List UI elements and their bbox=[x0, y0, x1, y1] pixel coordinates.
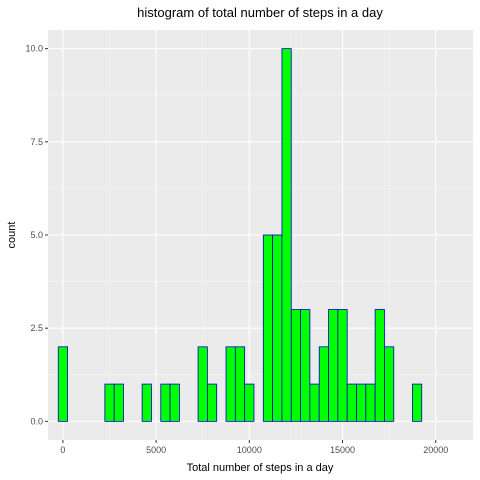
histogram-bar bbox=[141, 383, 152, 422]
histogram-bar bbox=[346, 383, 357, 422]
x-tick-label: 20000 bbox=[423, 445, 448, 455]
histogram-bar bbox=[384, 346, 395, 422]
histogram-bar bbox=[281, 48, 292, 422]
histogram-bar bbox=[328, 309, 339, 422]
histogram-bar bbox=[356, 383, 367, 422]
histogram-bar bbox=[309, 383, 320, 422]
chart-title: histogram of total number of steps in a … bbox=[137, 5, 383, 20]
histogram-bar bbox=[290, 309, 301, 422]
y-tick-label: 0.0 bbox=[30, 416, 43, 426]
histogram-bar bbox=[337, 309, 348, 422]
y-tick-label: 10.0 bbox=[25, 44, 43, 54]
y-tick-label: 5.0 bbox=[30, 230, 43, 240]
histogram-bar bbox=[262, 234, 274, 422]
histogram-bar bbox=[365, 383, 376, 422]
histogram-bar bbox=[57, 346, 68, 422]
histogram-bar bbox=[104, 383, 115, 422]
y-tick-label: 7.5 bbox=[30, 137, 43, 147]
histogram-bar bbox=[300, 309, 311, 422]
histogram-bar bbox=[244, 383, 255, 422]
histogram-bar bbox=[197, 346, 208, 422]
x-tick-label: 15000 bbox=[330, 445, 355, 455]
histogram-bar bbox=[374, 309, 385, 422]
histogram-bar bbox=[412, 383, 423, 422]
x-tick-label: 10000 bbox=[237, 445, 262, 455]
y-axis-label: count bbox=[6, 222, 18, 249]
histogram-bar bbox=[169, 383, 180, 422]
x-tick-label: 5000 bbox=[146, 445, 166, 455]
grid-major bbox=[48, 30, 473, 440]
x-axis-label: Total number of steps in a day bbox=[187, 462, 334, 474]
histogram-bar bbox=[318, 346, 329, 422]
histogram-bar bbox=[272, 234, 283, 422]
y-tick-label: 2.5 bbox=[30, 323, 43, 333]
x-tick-label: 0 bbox=[60, 445, 65, 455]
histogram-bar bbox=[225, 346, 236, 422]
histogram-bar bbox=[234, 346, 246, 422]
histogram-bar bbox=[160, 383, 171, 422]
y-axis-ticks: 0.0 2.5 5.0 7.5 10.0 bbox=[25, 44, 48, 426]
histogram-bars bbox=[57, 48, 423, 422]
histogram-bar bbox=[206, 383, 218, 422]
histogram-bar bbox=[113, 383, 124, 422]
x-axis-ticks: 0 5000 10000 15000 20000 bbox=[60, 440, 448, 455]
